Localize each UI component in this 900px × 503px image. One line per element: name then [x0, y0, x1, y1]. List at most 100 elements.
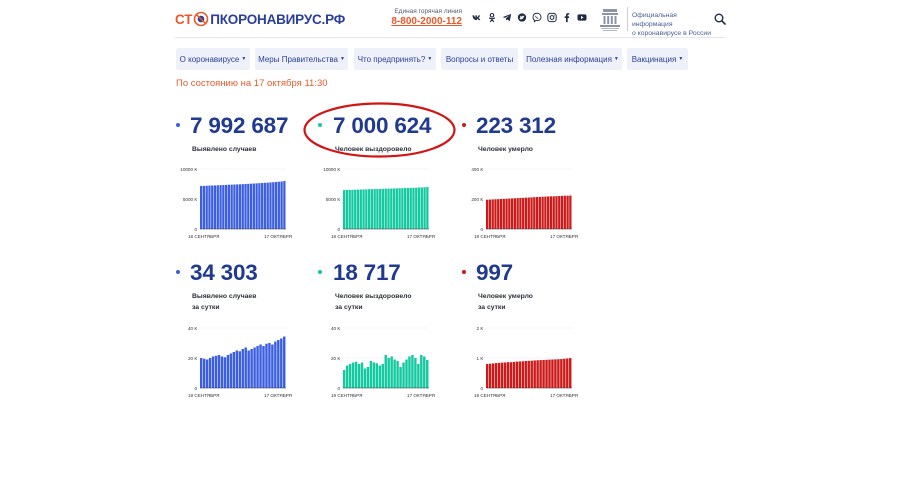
- chart-bar: [414, 358, 417, 388]
- chart-bar: [238, 184, 242, 229]
- chart-bar: [229, 353, 233, 388]
- chart-bar: [200, 185, 203, 229]
- chart-bar: [569, 358, 572, 388]
- chart-bar: [348, 364, 352, 388]
- chart-bar: [205, 185, 208, 229]
- deaths-dot: [462, 270, 466, 274]
- x-start-label: 18 СЕНТЯБРЯ: [474, 234, 505, 239]
- chart-bar: [541, 196, 544, 229]
- chart-bar: [214, 355, 218, 388]
- chart-bar: [401, 188, 404, 229]
- chart-bar: [558, 196, 561, 229]
- x-end-label: 17 ОКТЯБРЯ: [550, 393, 578, 398]
- chart-bar: [202, 358, 206, 388]
- nav-label: О коронавирусе: [179, 54, 240, 64]
- chart-bar: [396, 361, 399, 388]
- chart-bar: [230, 184, 233, 229]
- chart-bar: [406, 187, 410, 229]
- chart-bar: [563, 195, 566, 229]
- chart-bar: [235, 350, 239, 388]
- stat-recovered-total: 7 000 624: [333, 113, 432, 138]
- chart-bar: [211, 185, 214, 229]
- chart-bar: [247, 183, 250, 229]
- chart-bar: [405, 359, 408, 388]
- chart-bar: [381, 188, 385, 229]
- instagram-icon[interactable]: [547, 11, 557, 23]
- x-end-label: 17 ОКТЯБРЯ: [550, 234, 578, 239]
- logo-text-part2: ПКОРОНАВИРУС.РФ: [210, 11, 346, 27]
- chart-bar: [412, 187, 415, 229]
- status-timestamp: По состоянию на 17 октября 11:30: [176, 78, 328, 89]
- chart-bar: [390, 188, 393, 229]
- chart-bar: [399, 367, 402, 388]
- government-emblem-icon[interactable]: [597, 6, 623, 32]
- y-tick-label: 0: [194, 386, 197, 391]
- chart-bar: [524, 361, 527, 388]
- nav-questions-answers[interactable]: Вопросы и ответы: [441, 48, 518, 70]
- recovered-dot: [318, 270, 322, 274]
- chart-bar: [513, 198, 517, 229]
- chart-bar: [200, 358, 203, 388]
- vk-icon[interactable]: [472, 11, 482, 23]
- caption-line: Человек умерло: [478, 293, 533, 300]
- youtube-icon[interactable]: [577, 11, 587, 23]
- chart-bar: [363, 368, 367, 388]
- twitter-icon[interactable]: [517, 11, 527, 23]
- chart-bar: [393, 359, 396, 388]
- chart-bar: [560, 195, 564, 229]
- nav-government-measures[interactable]: Меры Правительства ▼: [255, 48, 348, 70]
- caption-line: Человек умерло: [478, 146, 533, 153]
- chart-bar: [548, 359, 551, 388]
- chart-bar: [415, 187, 418, 229]
- nav-label: Меры Правительства: [258, 54, 338, 64]
- chart-bar: [265, 343, 268, 388]
- x-end-label: 17 ОКТЯБРЯ: [264, 393, 292, 398]
- chart-deaths-daily: 0 1 К 2 К 19 СЕНТЯБРЯ 17 ОКТЯБРЯ: [462, 322, 578, 402]
- chart-bar: [402, 362, 405, 388]
- hotline-number-link[interactable]: 8-800-2000-112: [391, 16, 462, 27]
- stat-deaths-daily-caption: Человек умерло за сутки: [478, 291, 533, 313]
- site-logo[interactable]: СТ ПКОРОНАВИРУС.РФ: [175, 9, 345, 29]
- deaths-dot: [462, 123, 466, 127]
- chart-bar: [547, 196, 550, 229]
- nav-about-coronavirus[interactable]: О коронавирусе ▼: [176, 48, 250, 70]
- chart-bar: [522, 197, 525, 229]
- chart-bar: [244, 347, 247, 388]
- nav-useful-info[interactable]: Полезная информация ▼: [523, 48, 622, 70]
- odnoklassniki-icon[interactable]: [487, 11, 497, 23]
- chart-bar: [274, 341, 277, 388]
- chart-bar: [426, 186, 429, 229]
- nav-vaccination[interactable]: Вакцинация ▼: [627, 48, 688, 70]
- caption-line: Человек выздоровело: [335, 146, 412, 153]
- chart-bar: [205, 359, 209, 388]
- nav-what-to-do[interactable]: Что предпринять? ▼: [354, 48, 436, 70]
- chart-bar: [557, 359, 560, 388]
- chart-bar: [551, 359, 554, 388]
- chart-bar: [533, 197, 536, 229]
- caption-line: за сутки: [192, 304, 220, 311]
- search-icon[interactable]: [714, 12, 726, 25]
- official-info-line2: о коронавирусе в России: [632, 30, 711, 37]
- chart-bar: [369, 361, 373, 388]
- telegram-icon[interactable]: [502, 11, 512, 23]
- chart-bar: [420, 355, 423, 388]
- chart-bar: [417, 187, 421, 229]
- chart-bar: [283, 181, 286, 229]
- chart-bar: [258, 183, 261, 229]
- chart-bar: [280, 181, 283, 229]
- chart-bar: [384, 355, 387, 388]
- y-tick-label: 10000 К: [323, 167, 340, 172]
- facebook-icon[interactable]: [562, 11, 572, 23]
- chart-bar: [277, 181, 280, 229]
- chart-bar: [345, 365, 349, 388]
- chart-bar: [372, 362, 376, 388]
- chart-bar: [545, 359, 548, 388]
- caret-down-icon: ▼: [613, 56, 619, 62]
- chart-bar: [404, 188, 407, 229]
- viber-icon[interactable]: [532, 11, 542, 23]
- y-tick-label: 0: [194, 227, 197, 232]
- chart-bar: [408, 356, 411, 388]
- chart-bar: [213, 185, 217, 229]
- chart-bar: [509, 362, 513, 388]
